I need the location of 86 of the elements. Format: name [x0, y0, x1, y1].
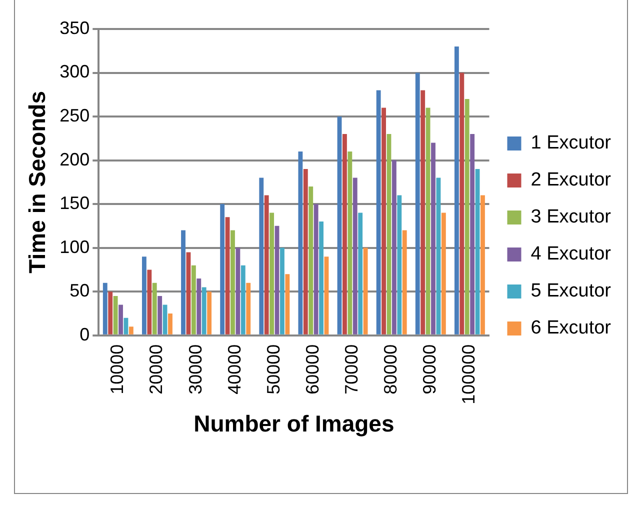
x-tick-label: 50000 — [263, 344, 284, 394]
legend-label: 2 Excutor — [530, 170, 612, 191]
bar — [270, 212, 274, 334]
bar — [426, 108, 430, 334]
bar — [236, 248, 240, 334]
x-tick-label: 10000 — [107, 344, 128, 394]
bar — [382, 108, 386, 334]
bar — [358, 212, 363, 334]
legend-label: 4 Excutor — [530, 244, 612, 265]
legend-label: 3 Excutor — [530, 206, 612, 228]
x-tick-label: 30000 — [185, 344, 206, 394]
bar — [352, 178, 358, 334]
bar — [319, 222, 324, 334]
y-axis-title: Time in Seconds — [24, 90, 50, 274]
bar — [431, 142, 436, 334]
bar — [392, 160, 396, 334]
bar — [168, 313, 172, 334]
legend-label: 6 Excutor — [530, 318, 612, 339]
bar — [246, 282, 251, 334]
bar — [142, 256, 146, 334]
legend-label: 1 Excutor — [530, 132, 612, 154]
y-tick-label: 300 — [60, 62, 90, 82]
bar — [162, 304, 168, 334]
bar — [397, 195, 402, 334]
y-tick-label: 150 — [60, 193, 90, 214]
bar — [152, 282, 157, 334]
x-tick-label: 70000 — [341, 344, 362, 394]
y-tick-label: 250 — [60, 105, 90, 126]
bar — [386, 134, 392, 334]
bar — [303, 169, 308, 334]
y-tick-label: 0 — [80, 324, 90, 344]
x-tick-label: 20000 — [146, 344, 166, 394]
bar — [102, 282, 108, 334]
bar — [420, 90, 426, 334]
bar — [470, 134, 475, 334]
bar — [342, 134, 347, 334]
bar — [196, 278, 202, 334]
legend-label: 5 Excutor — [530, 280, 612, 302]
bar — [460, 72, 464, 334]
bar — [337, 116, 342, 334]
bar — [415, 72, 420, 334]
bar — [402, 230, 407, 334]
bar — [376, 90, 381, 334]
bar — [324, 256, 329, 334]
x-tick-label: 80000 — [380, 344, 401, 394]
bar — [118, 304, 123, 334]
bar — [147, 270, 152, 334]
bar — [158, 296, 162, 334]
bar — [202, 287, 206, 334]
bar — [191, 265, 196, 334]
bar — [240, 265, 246, 334]
bar — [314, 204, 318, 334]
x-axis-title: Number of Images — [194, 410, 394, 437]
bar — [308, 186, 314, 334]
bar — [298, 152, 303, 334]
bar — [274, 226, 280, 334]
bar — [475, 169, 480, 334]
bar — [113, 296, 118, 334]
y-tick-label: 200 — [60, 149, 90, 170]
bar — [480, 195, 485, 334]
x-tick-label: 90000 — [420, 344, 440, 394]
bar — [464, 99, 470, 334]
bar — [454, 46, 459, 334]
bar — [264, 195, 269, 334]
bar — [348, 152, 352, 334]
y-tick-label: 350 — [60, 18, 90, 38]
bar — [363, 248, 368, 334]
bar — [230, 230, 235, 334]
bar — [280, 248, 284, 334]
bar — [181, 230, 186, 334]
bar — [207, 292, 212, 334]
bar — [259, 178, 264, 334]
bar — [186, 252, 191, 334]
bar — [108, 292, 113, 334]
x-tick-label: 60000 — [302, 344, 322, 394]
bar — [220, 204, 225, 334]
y-tick-label: 100 — [60, 236, 90, 257]
x-tick-label: 40000 — [224, 344, 244, 394]
bar — [124, 318, 128, 334]
bar — [225, 217, 230, 334]
y-tick-label: 50 — [70, 280, 90, 301]
bar — [285, 274, 290, 334]
bar — [441, 212, 446, 334]
bar — [436, 178, 441, 334]
bar — [128, 326, 134, 334]
x-tick-label: 100000 — [458, 344, 479, 404]
